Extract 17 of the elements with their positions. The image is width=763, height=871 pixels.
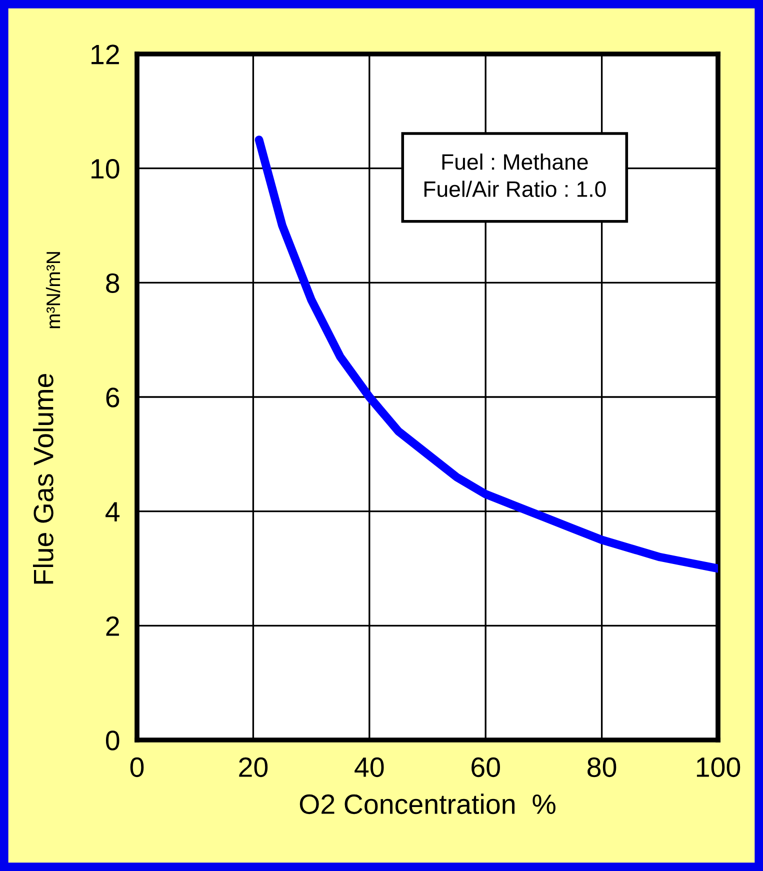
annotation: Fuel : Methane Fuel/Air Ratio : 1.0 <box>424 154 606 198</box>
x-tick-label: 40 <box>354 757 384 778</box>
y-tick-label: 12 <box>92 44 119 64</box>
y-tick-label: 6 <box>106 388 120 408</box>
x-axis-title: O2 Concentration % <box>300 794 556 814</box>
y-tick-label: 4 <box>106 502 120 522</box>
x-tick-label: 0 <box>130 757 144 778</box>
x-tick-label: 80 <box>588 757 616 778</box>
y-tick-label: 2 <box>106 616 119 636</box>
y-tick-label: 0 <box>106 730 120 750</box>
y-tick-label: 8 <box>106 273 120 294</box>
x-tick-label: 100 <box>696 757 740 778</box>
y-tick-label: 10 <box>92 159 120 179</box>
x-tick-label: 20 <box>239 757 268 778</box>
y-axis-title: Flue Gas Volume <box>32 374 54 584</box>
x-tick-label: 60 <box>472 757 500 778</box>
text: m³N/m³N <box>46 252 60 328</box>
